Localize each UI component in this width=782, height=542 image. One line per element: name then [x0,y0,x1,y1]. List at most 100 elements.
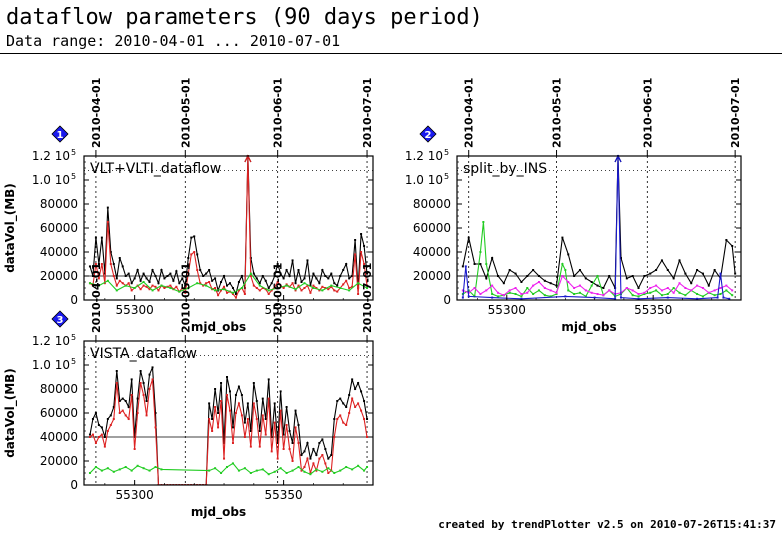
data-point [508,289,511,292]
data-point [309,472,312,474]
date-tick-label: 2010-04-01 [463,78,476,148]
data-point [479,251,482,253]
data-point [220,472,223,474]
data-point [363,263,366,265]
y-tick-label: 60000 [40,221,78,235]
data-point [91,284,94,287]
data-point [567,289,570,292]
data-point [97,424,100,426]
data-point [115,289,118,292]
data-point [701,295,704,298]
data-point [270,282,273,285]
data-point [360,251,363,253]
data-point [573,293,576,295]
date-tick-label: 2010-04-01 [90,78,103,148]
data-point [139,279,142,282]
y-tick-label: 60000 [413,221,451,235]
data-point [288,275,291,277]
panel-number-text: 1 [57,130,64,141]
data-point [324,448,327,450]
data-point [246,418,249,420]
data-point [214,388,217,390]
data-point [631,275,634,277]
data-point [276,281,279,283]
data-point [485,289,488,292]
data-point [133,436,136,438]
data-point [360,409,363,412]
data-point [532,293,535,295]
y-tick-label: 80000 [40,382,78,396]
data-point [345,279,348,282]
data-point [136,269,139,271]
data-point [357,282,360,285]
data-point [130,469,133,472]
data-point [526,291,529,294]
data-point [258,282,261,285]
data-point [208,418,211,420]
data-point [342,402,345,405]
data-point [303,287,306,289]
data-point [190,236,193,239]
data-point [696,269,699,271]
data-point [555,291,558,294]
data-point [264,279,267,282]
data-point [351,397,354,400]
data-point [214,467,217,470]
data-point [228,390,231,393]
data-point [211,279,214,282]
data-point [267,473,270,476]
data-point [696,284,699,287]
data-point [336,284,339,287]
data-point [148,288,151,291]
data-point [264,418,267,420]
data-point [172,279,175,282]
data-point [590,281,593,283]
data-point [106,430,109,432]
data-point [145,277,148,280]
data-point [467,236,470,239]
data-point [285,284,288,287]
data-point [130,394,133,396]
date-tick-label: 2010-06-01 [641,78,654,148]
data-point [276,457,279,460]
data-point [348,277,351,280]
data-point [175,285,178,288]
data-point [561,275,564,277]
data-point [160,284,163,287]
data-point [672,287,675,289]
y-tick-label: 1.0 10 [32,173,70,187]
data-point [666,296,669,299]
data-point [237,281,240,283]
panel-number-badge [419,125,437,143]
data-point [160,269,163,271]
data-point [270,289,273,292]
data-point [124,466,127,468]
data-point [731,245,734,247]
data-point [561,236,564,239]
data-point [151,289,154,292]
data-point [666,287,669,289]
data-point [339,469,342,472]
y-tick-label: 40000 [413,245,451,259]
data-point [731,289,734,292]
data-point [351,285,354,288]
data-point [142,272,145,275]
y-tick-label: 40000 [40,245,78,259]
data-point [136,464,139,467]
data-point [321,269,324,271]
data-point [485,277,488,280]
panel-number-badge [51,125,69,143]
data-point [237,385,240,388]
data-point [91,275,94,277]
data-point [240,414,243,417]
data-point [267,287,270,289]
data-point [142,284,145,287]
data-point [357,382,360,384]
data-point [157,282,160,285]
data-point [327,277,330,280]
data-point [707,284,710,287]
data-point [508,269,511,271]
data-point [273,275,276,277]
data-point [264,433,267,436]
data-point [584,289,587,292]
